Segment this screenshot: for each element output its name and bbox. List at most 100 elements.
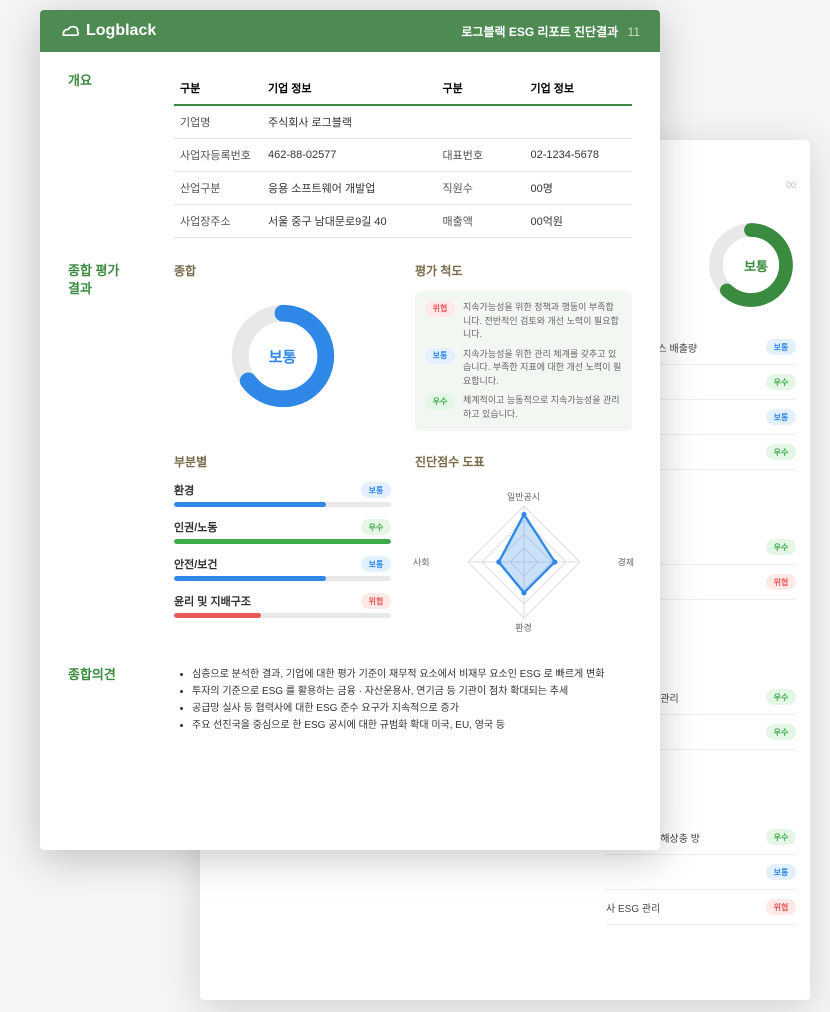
scale-row: 우수 체계적이고 능동적으로 지속가능성을 관리하고 있습니다. — [425, 394, 622, 421]
table-cell: 서울 중구 남대문로9길 40 — [262, 205, 436, 238]
table-header: 기업 정보 — [524, 72, 632, 105]
overview-table: 구분기업 정보구분기업 정보 기업명주식회사 로그블랙사업자등록번호462-88… — [174, 72, 632, 238]
opinion-item: 투자의 기준으로 ESG 를 활용하는 금융 · 자산운용사, 연기금 등 기관… — [192, 683, 632, 700]
donut-label: 보통 — [269, 346, 297, 367]
table-row: 기업명주식회사 로그블랙 — [174, 105, 632, 139]
scale-col: 평가 척도 위협 지속가능성을 위한 정책과 행동이 부족합니다. 전반적인 검토… — [415, 262, 632, 431]
logo-icon — [60, 24, 80, 38]
back-item-badge: 위협 — [766, 899, 796, 915]
category-row: 환경 보통 — [174, 482, 391, 507]
brand-name: Logblack — [86, 22, 156, 40]
opinion-item: 심층으로 분석한 결과, 기업에 대한 평가 기준이 재무적 요소에서 비재무 … — [192, 666, 632, 683]
radar-axis-2: 환경 — [515, 621, 532, 634]
scale-row: 위협 지속가능성을 위한 정책과 행동이 부족합니다. 전반적인 검토와 개선 노… — [425, 301, 622, 342]
results-content: 종합 보통 평가 척도 위협 지속가능성을 위한 정책과 행동이 부족합니다. 전… — [174, 262, 632, 642]
section-label-results: 종합 평가결과 — [68, 262, 154, 642]
table-cell: 대표번호 — [436, 139, 524, 172]
table-row: 사업장주소서울 중구 남대문로9길 40매출액00억원 — [174, 205, 632, 238]
bar-fill — [174, 539, 391, 544]
opinion-item: 공급망 실사 등 협력사에 대한 ESG 준수 요구가 지속적으로 증가 — [192, 700, 632, 717]
category-name: 안전/보건 — [174, 556, 218, 572]
table-cell: 기업명 — [174, 105, 262, 139]
radar-chart — [454, 492, 594, 632]
table-cell — [436, 105, 524, 139]
scale-box: 위협 지속가능성을 위한 정책과 행동이 부족합니다. 전반적인 검토와 개선 노… — [415, 291, 632, 431]
table-header: 구분 — [436, 72, 524, 105]
report-body: 개요 구분기업 정보구분기업 정보 기업명주식회사 로그블랙사업자등록번호462… — [40, 52, 660, 754]
sub-title-radar: 진단점수 도표 — [415, 453, 632, 470]
table-row: 산업구분응용 소프트웨어 개발업직원수00명 — [174, 172, 632, 205]
back-item-badge: 우수 — [766, 724, 796, 740]
table-cell: 02-1234-5678 — [524, 139, 632, 172]
opinion-list: 심층으로 분석한 결과, 기업에 대한 평가 기준이 재무적 요소에서 비재무 … — [174, 666, 632, 734]
category-badge: 보통 — [361, 482, 391, 498]
category-badge: 우수 — [361, 519, 391, 535]
radar-axis-3: 사회 — [413, 556, 430, 569]
scale-badge: 우수 — [425, 394, 455, 410]
radar-axis-1: 경제 — [617, 556, 634, 569]
radar-wrap: 일반공시 경제 환경 사회 — [415, 482, 632, 642]
back-item-badge: 우수 — [766, 539, 796, 555]
table-header: 구분 — [174, 72, 262, 105]
scale-badge: 위협 — [425, 301, 455, 317]
header-page-no: 11 — [628, 25, 640, 39]
section-label-opinion: 종합의견 — [68, 666, 154, 734]
back-item-name: 사 ESG 관리 — [606, 900, 660, 915]
radar-col: 진단점수 도표 일반공시 경제 환경 사회 — [415, 453, 632, 642]
section-results: 종합 평가결과 종합 보통 평가 척도 — [68, 262, 632, 642]
scale-text: 지속가능성을 위한 정책과 행동이 부족합니다. 전반적인 검토와 개선 노력이… — [463, 301, 622, 342]
table-cell: 매출액 — [436, 205, 524, 238]
category-name: 윤리 및 지배구조 — [174, 593, 251, 609]
category-row: 인권/노동 우수 — [174, 519, 391, 544]
category-row: 윤리 및 지배구조 위협 — [174, 593, 391, 618]
donut-wrap: 보통 — [174, 291, 391, 421]
back-list-item: 보통 — [606, 855, 796, 890]
report-header: Logblack 로그블랙 ESG 리포트 진단결과 11 — [40, 10, 660, 52]
table-cell: 사업자등록번호 — [174, 139, 262, 172]
category-badge: 위협 — [361, 593, 391, 609]
opinion-item: 주요 선진국을 중심으로 한 ESG 공시에 대한 규범화 확대 미국, EU,… — [192, 717, 632, 734]
radar-axis-0: 일반공시 — [507, 490, 540, 503]
bar-track — [174, 613, 391, 618]
category-badge: 보통 — [361, 556, 391, 572]
bar-track — [174, 539, 391, 544]
back-item-badge: 우수 — [766, 829, 796, 845]
table-cell: 462-88-02577 — [262, 139, 436, 172]
table-row: 사업자등록번호462-88-02577대표번호02-1234-5678 — [174, 139, 632, 172]
bar-fill — [174, 576, 326, 581]
overview-content: 구분기업 정보구분기업 정보 기업명주식회사 로그블랙사업자등록번호462-88… — [174, 72, 632, 238]
brand-logo: Logblack — [60, 22, 156, 40]
category-col: 부분별 환경보통인권/노동우수안전/보건보통윤리 및 지배구조위협 — [174, 453, 391, 642]
back-donut-label: 보통 — [744, 256, 768, 275]
scale-text: 체계적이고 능동적으로 지속가능성을 관리하고 있습니다. — [463, 394, 622, 421]
bar-fill — [174, 502, 326, 507]
back-item-badge: 우수 — [766, 444, 796, 460]
back-item-badge: 우수 — [766, 689, 796, 705]
back-item-badge: 위협 — [766, 574, 796, 590]
scale-row: 보통 지속가능성을 위한 관리 체계를 갖추고 있습니다. 부족한 지표에 대한 … — [425, 348, 622, 389]
table-cell: 00억원 — [524, 205, 632, 238]
page-indicator: 00 — [786, 180, 796, 190]
section-opinion: 종합의견 심층으로 분석한 결과, 기업에 대한 평가 기준이 재무적 요소에서… — [68, 666, 632, 734]
report-page-front: Logblack 로그블랙 ESG 리포트 진단결과 11 개요 구분기업 정보… — [40, 10, 660, 850]
sub-title-total: 종합 — [174, 262, 391, 279]
total-col: 종합 보통 — [174, 262, 391, 431]
table-header: 기업 정보 — [262, 72, 436, 105]
table-cell: 00명 — [524, 172, 632, 205]
section-overview: 개요 구분기업 정보구분기업 정보 기업명주식회사 로그블랙사업자등록번호462… — [68, 72, 632, 238]
scale-text: 지속가능성을 위한 관리 체계를 갖추고 있습니다. 부족한 지표에 대한 개선… — [463, 348, 622, 389]
sub-title-scale: 평가 척도 — [415, 262, 632, 279]
table-cell: 산업구분 — [174, 172, 262, 205]
table-cell: 주식회사 로그블랙 — [262, 105, 436, 139]
scale-badge: 보통 — [425, 348, 455, 364]
header-title-text: 로그블랙 ESG 리포트 진단결과 — [461, 25, 618, 39]
bar-track — [174, 502, 391, 507]
category-list: 환경보통인권/노동우수안전/보건보통윤리 및 지배구조위협 — [174, 482, 391, 618]
back-item-badge: 보통 — [766, 864, 796, 880]
category-name: 인권/노동 — [174, 519, 218, 535]
back-item-badge: 우수 — [766, 374, 796, 390]
table-cell: 사업장주소 — [174, 205, 262, 238]
table-cell: 응용 소프트웨어 개발업 — [262, 172, 436, 205]
table-cell: 직원수 — [436, 172, 524, 205]
category-name: 환경 — [174, 482, 194, 498]
